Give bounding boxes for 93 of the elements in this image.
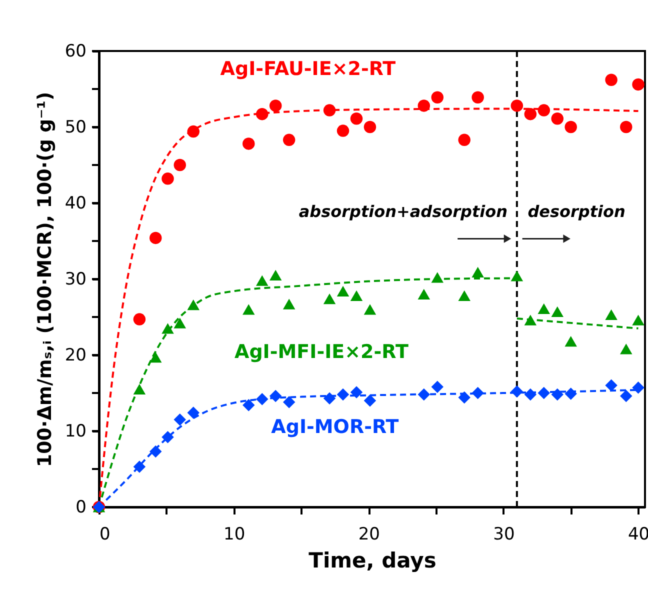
point — [350, 112, 363, 125]
y-tick-label: 50 — [64, 118, 86, 138]
point — [458, 391, 470, 404]
point — [564, 336, 577, 347]
point — [350, 386, 363, 398]
point — [162, 430, 174, 444]
point — [336, 124, 350, 137]
point — [336, 286, 350, 296]
point — [431, 380, 444, 394]
series-label: AgI-MFI-IE×2-RT — [234, 340, 408, 363]
point — [133, 460, 146, 473]
point — [510, 100, 524, 112]
point — [323, 293, 336, 304]
x-tick-label: 30 — [493, 524, 515, 544]
point — [174, 158, 186, 172]
point — [269, 270, 282, 281]
point — [510, 270, 524, 282]
point — [282, 134, 296, 146]
y-tick-label: 20 — [64, 346, 86, 366]
point — [187, 125, 200, 138]
point — [256, 108, 268, 120]
x-tick-label: 0 — [100, 524, 110, 544]
y-axis-title: 100·Δm/mₛ,ᵢ (100·MCR), 100·(g g⁻¹) — [34, 92, 56, 468]
point — [510, 385, 524, 398]
point — [524, 388, 537, 401]
point — [551, 112, 564, 125]
point — [418, 100, 430, 112]
point — [323, 392, 336, 404]
point — [242, 304, 255, 315]
point — [364, 120, 376, 134]
point — [605, 309, 618, 320]
y-tick-label: 30 — [64, 270, 86, 290]
point — [269, 100, 282, 112]
point — [174, 318, 186, 328]
annotation: absorption+adsorption — [298, 202, 508, 222]
point — [269, 390, 282, 402]
y-tick-label: 40 — [64, 194, 86, 214]
y-tick-label: 60 — [64, 42, 86, 62]
point — [282, 396, 296, 408]
point — [620, 390, 632, 402]
point — [162, 172, 174, 185]
point — [472, 91, 484, 104]
point — [620, 120, 632, 134]
point — [538, 303, 550, 314]
y-tick-label: 0 — [76, 498, 86, 518]
point — [472, 386, 484, 400]
point — [256, 392, 268, 406]
point — [524, 314, 537, 326]
point — [242, 399, 255, 412]
x-axis-title: Time, days — [308, 548, 436, 572]
series-label: AgI-MOR-RT — [271, 416, 399, 438]
point — [431, 272, 444, 283]
point — [150, 445, 162, 458]
point — [133, 313, 146, 326]
point — [472, 266, 484, 278]
point — [418, 388, 430, 401]
point — [605, 74, 618, 86]
point — [524, 108, 537, 120]
point — [458, 290, 470, 302]
point — [538, 104, 550, 116]
point — [187, 300, 200, 310]
x-tick-label: 10 — [223, 524, 246, 544]
point — [564, 388, 577, 400]
point — [133, 384, 146, 395]
point — [256, 275, 268, 286]
point — [364, 394, 376, 407]
point — [418, 288, 430, 300]
x-tick-label: 20 — [358, 524, 380, 544]
point — [431, 91, 444, 104]
point — [323, 104, 336, 116]
point — [632, 382, 644, 394]
point — [632, 314, 644, 326]
annotation: desorption — [528, 202, 626, 222]
y-tick-label: 10 — [64, 422, 86, 442]
point — [538, 386, 550, 400]
point — [551, 388, 564, 401]
point — [336, 388, 350, 401]
point — [605, 379, 618, 392]
point — [564, 120, 577, 134]
point — [632, 78, 644, 91]
point — [620, 344, 632, 354]
point — [187, 406, 200, 419]
point — [364, 304, 376, 315]
point — [350, 290, 363, 302]
point — [242, 138, 255, 150]
point — [162, 323, 174, 334]
point — [150, 232, 162, 244]
point — [150, 352, 162, 363]
point — [551, 306, 564, 317]
point — [458, 134, 470, 146]
point — [282, 298, 296, 310]
point — [174, 413, 186, 426]
series-label: AgI-FAU-IE×2-RT — [220, 58, 396, 80]
